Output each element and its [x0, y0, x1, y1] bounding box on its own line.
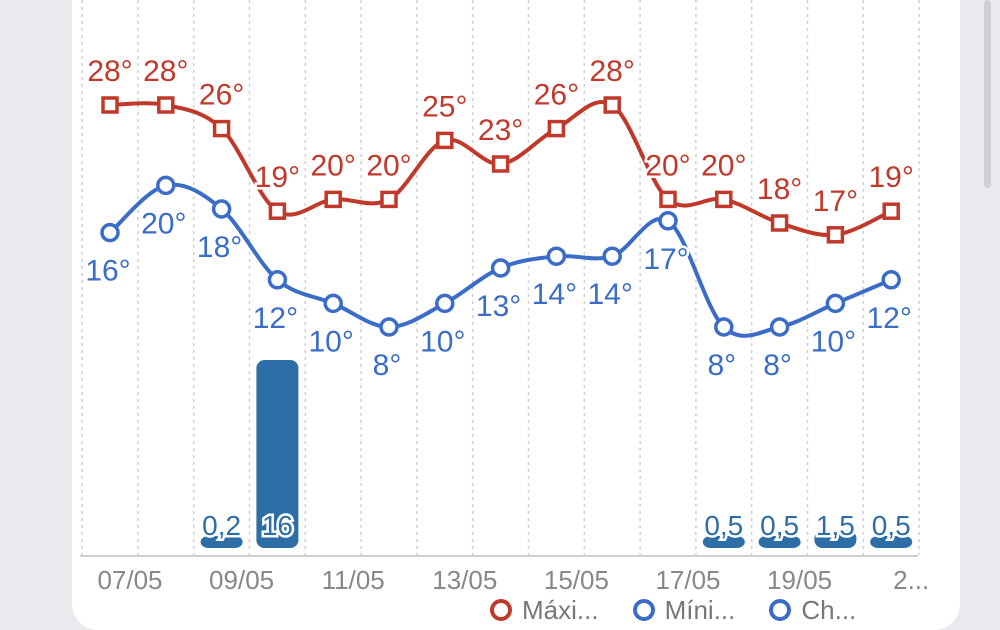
min-temp-label: 20° [141, 207, 186, 240]
min-temp-point[interactable] [435, 293, 455, 314]
max-temp-point[interactable] [659, 190, 677, 209]
x-tick-label: 13/05 [432, 565, 497, 595]
min-temp-label: 16° [85, 255, 130, 288]
max-temp-label: 20° [645, 149, 690, 182]
min-temp-label: 13° [476, 290, 521, 323]
rain-value-label: 1,5 [816, 510, 855, 541]
legend-label-rain: Ch... [801, 594, 857, 625]
min-temp-point[interactable] [100, 222, 120, 243]
min-temp-label: 8° [373, 349, 402, 382]
max-temp-label: 23° [478, 114, 523, 147]
rain-bar[interactable] [256, 360, 299, 548]
x-tick-label: 11/05 [322, 565, 385, 595]
max-temp-label: 18° [757, 173, 802, 206]
max-temp-point[interactable] [268, 202, 287, 220]
legend-marker-min-icon [632, 599, 655, 621]
max-temp-label: 25° [422, 90, 467, 123]
legend-item-rain[interactable]: Ch... [769, 595, 856, 625]
max-temp-label: 20° [701, 149, 746, 182]
max-temp-point[interactable] [491, 155, 510, 173]
min-temp-label: 8° [763, 349, 792, 382]
max-temp-point[interactable] [380, 190, 398, 209]
rain-value-label: 0,2 [202, 510, 241, 541]
min-temp-point[interactable] [769, 317, 790, 337]
x-tick-label: 19/05 [767, 565, 832, 595]
rain-bar[interactable] [702, 536, 745, 548]
rain-bar[interactable] [200, 536, 243, 548]
max-temp-point[interactable] [770, 214, 789, 232]
min-temp-point[interactable] [602, 246, 622, 266]
max-temp-point[interactable] [547, 119, 566, 138]
rain-bar[interactable] [814, 530, 857, 548]
legend-label-min: Míni... [664, 594, 736, 625]
x-tick-label: 07/05 [97, 565, 162, 595]
min-temp-label: 10° [811, 325, 856, 358]
rain-value-label: 16 [262, 510, 293, 541]
min-temp-point[interactable] [211, 199, 232, 219]
min-temp-point[interactable] [156, 175, 176, 196]
x-tick-label: 17/05 [655, 565, 720, 595]
max-temp-label: 28° [87, 55, 132, 88]
max-temp-label: 28° [143, 55, 188, 88]
min-temp-label: 10° [420, 325, 465, 358]
max-temp-point[interactable] [157, 96, 175, 114]
max-temp-label: 19° [869, 161, 914, 194]
temperature-rain-chart: 0,2 16 0,5 0,5 1,5 0,5 28° 28° 26° 19° 20° 20° 25° 23… [80, 0, 929, 595]
max-temp-point[interactable] [101, 96, 119, 114]
min-temp-label: 18° [197, 231, 242, 264]
min-temp-point[interactable] [323, 293, 343, 314]
max-temp-label: 26° [199, 79, 244, 112]
min-temp-point[interactable] [658, 211, 678, 231]
max-temp-label: 26° [534, 79, 579, 112]
min-temp-point[interactable] [546, 246, 567, 266]
min-temp-label: 12° [867, 302, 912, 335]
min-temp-point[interactable] [825, 293, 846, 314]
x-tick-label: 09/05 [209, 565, 274, 595]
min-temp-point[interactable] [881, 270, 901, 290]
x-tick-label: 15/05 [544, 565, 609, 595]
min-temp-label: 17° [643, 243, 688, 276]
max-temp-point[interactable] [882, 202, 900, 220]
max-temp-label: 17° [813, 185, 858, 218]
max-temp-point[interactable] [436, 131, 454, 150]
max-temp-point[interactable] [715, 190, 733, 209]
max-temp-label: 28° [590, 55, 635, 88]
legend-marker-max-icon [490, 599, 512, 621]
legend-label-max: Máxi... [522, 594, 599, 625]
min-temp-point[interactable] [490, 258, 511, 278]
min-temp-point[interactable] [379, 317, 399, 337]
legend-item-max[interactable]: Máxi... [490, 595, 599, 625]
rain-bar[interactable] [758, 536, 801, 548]
min-temp-label: 14° [588, 278, 633, 311]
max-temp-point[interactable] [212, 119, 231, 138]
max-temp-label: 20° [366, 149, 411, 182]
legend-marker-rain-icon [769, 599, 792, 621]
max-temp-point[interactable] [603, 96, 621, 114]
min-temp-label: 8° [707, 349, 736, 382]
max-temp-label: 19° [255, 161, 300, 194]
legend-item-min[interactable]: Míni... [632, 595, 735, 625]
scrollbar[interactable] [984, 0, 991, 188]
min-temp-point[interactable] [714, 317, 734, 337]
rain-value-label: 0,5 [872, 510, 911, 541]
min-temp-label: 14° [532, 278, 577, 311]
rain-value-label: 0,5 [760, 510, 799, 541]
max-temp-point[interactable] [826, 226, 845, 244]
rain-value-label: 0,5 [704, 510, 743, 541]
x-tick-label: 2... [893, 565, 929, 595]
max-temp-point[interactable] [324, 190, 342, 209]
max-temp-label: 20° [311, 149, 356, 182]
rain-bar[interactable] [870, 536, 913, 548]
chart-legend: Máxi... Míni... Ch... [490, 595, 856, 625]
min-temp-label: 10° [309, 325, 354, 358]
min-temp-label: 12° [253, 302, 298, 335]
min-temp-point[interactable] [267, 270, 288, 290]
